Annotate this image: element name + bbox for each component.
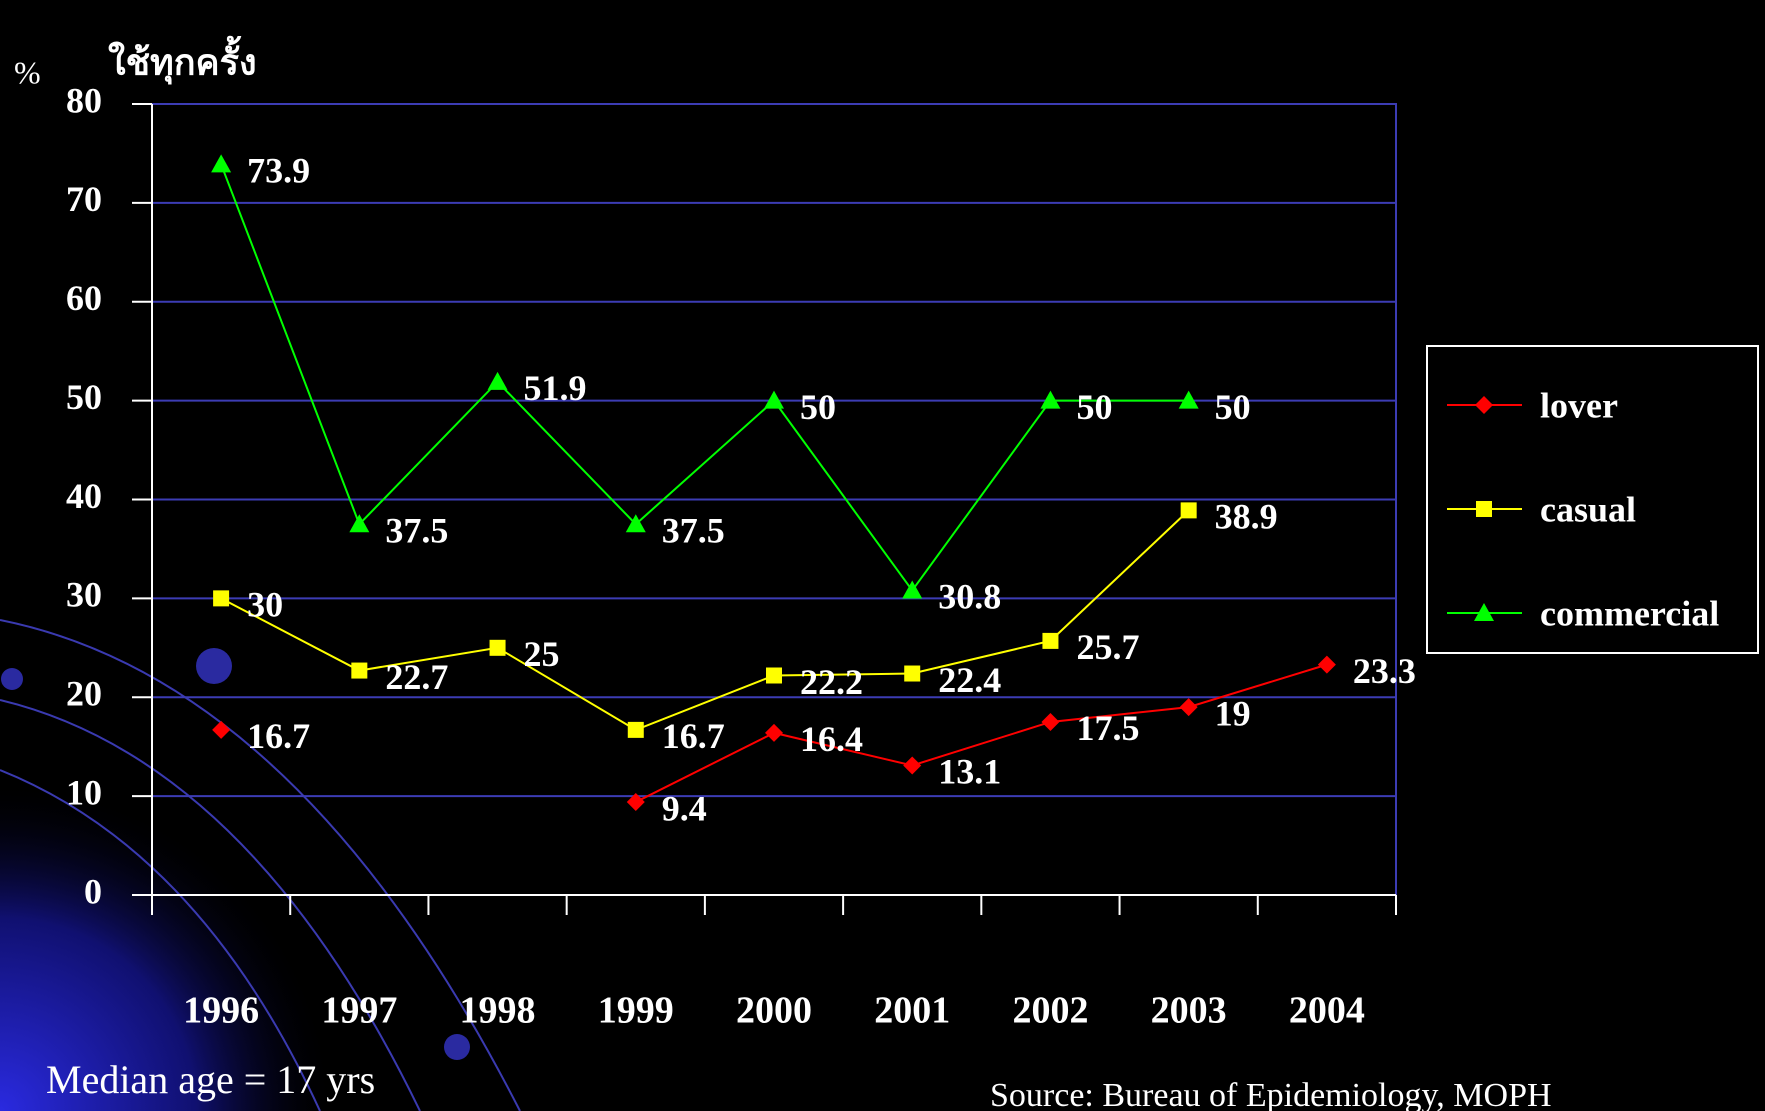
data-label: 37.5 (385, 510, 448, 550)
series-line (635, 663, 1328, 803)
data-label: 22.7 (385, 657, 448, 697)
y-tick-label: 30 (66, 575, 102, 615)
data-point (1179, 698, 1198, 717)
background-glow (0, 560, 560, 1111)
legend-label: lover (1540, 385, 1618, 425)
data-point (765, 723, 783, 742)
data-point (764, 390, 784, 409)
source: Source: Bureau of Epidemiology, MOPH (990, 1077, 1552, 1111)
data-label: 23.3 (1353, 651, 1416, 691)
x-tick-label: 1999 (598, 990, 674, 1032)
series-line (220, 163, 1189, 593)
data-label: 51.9 (524, 368, 587, 408)
data-label: 50 (1076, 387, 1112, 427)
data-label: 19 (1215, 693, 1251, 733)
x-tick-label: 1998 (460, 990, 536, 1032)
data-label: 37.5 (662, 510, 725, 550)
decor-dot (196, 648, 232, 684)
y-tick-label: 60 (66, 278, 102, 318)
data-label: 50 (800, 387, 836, 427)
data-label: 38.9 (1215, 497, 1278, 537)
data-point (489, 639, 506, 656)
data-point (627, 721, 644, 738)
decor-dot (1, 668, 23, 690)
data-point (1180, 502, 1197, 519)
decor-dot (444, 1034, 470, 1060)
data-label: 25.7 (1076, 627, 1139, 667)
data-point (1178, 390, 1199, 409)
x-tick-label: 2001 (874, 990, 950, 1032)
data-point (1042, 632, 1059, 649)
y-tick-label: 80 (66, 80, 102, 120)
data-label: 16.7 (662, 716, 725, 756)
data-label: 30.8 (938, 577, 1001, 617)
legend-label: commercial (1540, 593, 1719, 633)
x-tick-label: 2004 (1289, 990, 1365, 1032)
decor-arc (0, 699, 421, 1111)
y-tick-label: 40 (66, 476, 102, 516)
decor-arc (0, 619, 521, 1111)
data-label: 16.7 (247, 716, 310, 756)
data-label: 30 (247, 585, 283, 625)
data-point (212, 720, 231, 739)
data-label: 22.4 (938, 660, 1001, 700)
data-point (213, 590, 230, 607)
y-tick-label: 50 (66, 377, 102, 417)
data-point (766, 667, 782, 684)
data-point (903, 756, 922, 775)
y-tick-label: 0 (84, 871, 102, 911)
x-tick-label: 1997 (321, 990, 397, 1032)
data-label: 16.4 (800, 719, 863, 759)
data-point (487, 371, 508, 390)
data-label: 22.2 (800, 662, 863, 702)
data-label: 17.5 (1076, 708, 1139, 748)
legend-marker (1476, 501, 1492, 517)
y-tick-label: 20 (66, 674, 102, 714)
data-point (349, 514, 370, 533)
legend-label: casual (1540, 489, 1636, 529)
x-tick-label: 2003 (1151, 990, 1227, 1032)
y-unit: % (14, 54, 41, 90)
legend-marker (1475, 396, 1493, 414)
note: Median age = 17 yrs (46, 1057, 375, 1102)
data-label: 50 (1215, 387, 1251, 427)
x-tick-label: 2000 (736, 990, 812, 1032)
data-point (1041, 712, 1060, 731)
x-tick-label: 2002 (1012, 990, 1088, 1032)
y-axis-label: ใช้ทุกครั้ง (108, 35, 257, 85)
legend-box (1426, 345, 1759, 654)
x-tick-label: 1996 (183, 990, 259, 1032)
data-label: 9.4 (662, 788, 707, 828)
data-label: 25 (524, 634, 560, 674)
data-label: 73.9 (247, 151, 310, 191)
data-point (626, 793, 645, 812)
data-point (211, 154, 232, 173)
y-tick-label: 10 (66, 772, 102, 812)
data-point (1040, 390, 1061, 409)
legend-marker (1474, 603, 1494, 621)
data-point (1317, 655, 1336, 674)
data-label: 13.1 (938, 752, 1001, 792)
data-point (625, 514, 646, 533)
data-point (351, 662, 368, 679)
y-tick-label: 70 (66, 179, 102, 219)
data-point (902, 580, 923, 599)
data-point (904, 665, 921, 682)
series-line (220, 509, 1190, 731)
